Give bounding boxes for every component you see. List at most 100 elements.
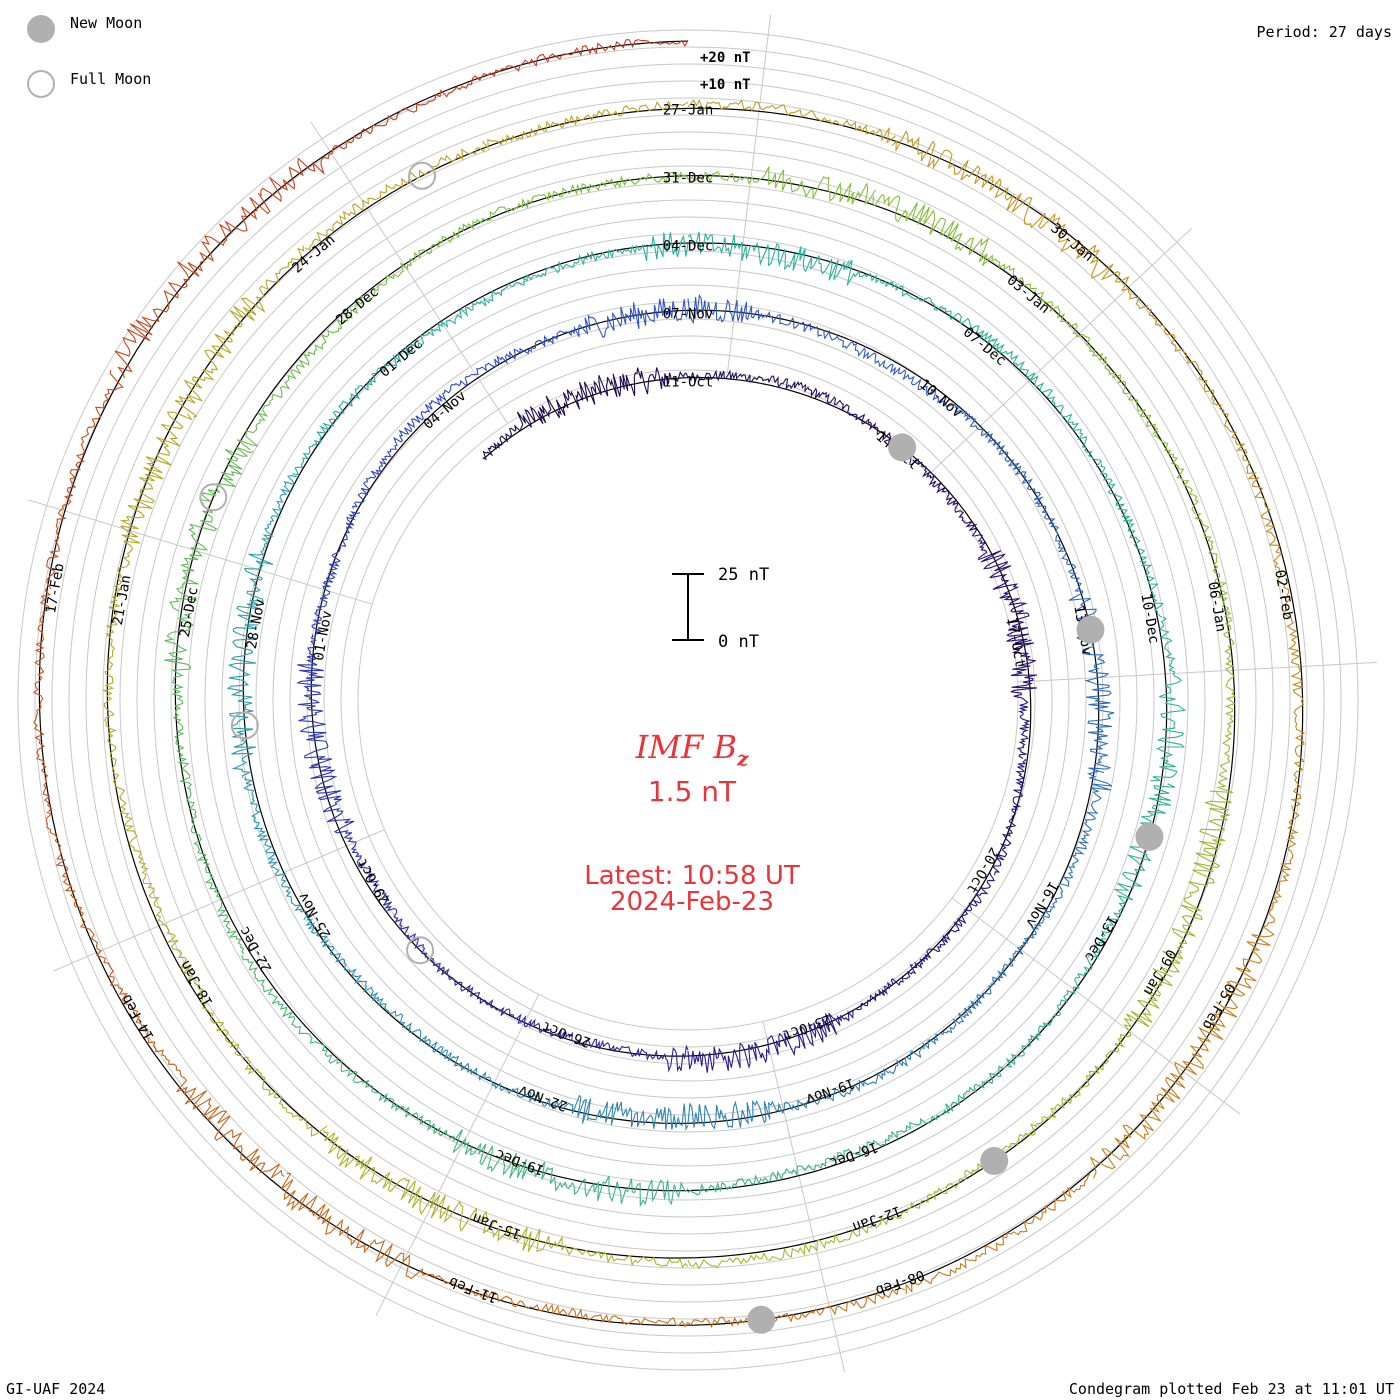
bz-trace-segment	[823, 329, 946, 404]
bz-trace-segment	[1089, 1001, 1238, 1179]
date-tick-label: 02-Feb	[1271, 569, 1296, 622]
date-tick-label: 09-Jan	[1140, 946, 1179, 998]
grid-ring	[221, 233, 1155, 1167]
bz-trace-segment	[260, 85, 463, 203]
period-label: Period: 27 days	[1256, 23, 1392, 41]
grid-spoke	[310, 121, 509, 424]
full-moon-marker	[230, 711, 259, 740]
bz-trace-segment	[1010, 639, 1038, 759]
new-moon-marker	[1135, 822, 1164, 851]
bz-trace-segment	[998, 938, 1106, 1070]
ring-label-20nT: +20 nT	[700, 50, 751, 66]
bz-trace-segment	[974, 534, 1030, 644]
grid-spoke	[727, 14, 772, 373]
grid-ring	[68, 80, 1308, 1320]
bz-trace-segment	[687, 166, 876, 205]
new-moon-marker	[888, 433, 917, 462]
date-tick-label: 08-Feb	[873, 1266, 926, 1298]
bz-trace-segment	[991, 337, 1103, 467]
bz-trace-segment	[311, 510, 361, 636]
bz-trace-segment	[1041, 968, 1173, 1120]
bz-trace-segment	[462, 39, 689, 89]
date-tick-label: 24-Jan	[289, 232, 338, 277]
center-disk	[388, 410, 988, 1010]
date-tick-label: 17-Oct	[1003, 616, 1028, 669]
grid-ring	[136, 148, 1240, 1252]
bz-trace-segment	[354, 206, 510, 308]
full-moon-marker	[406, 936, 435, 965]
bz-trace-segment	[243, 777, 309, 920]
new-moon-legend-icon	[27, 15, 55, 43]
latest-time: Latest: 10:58 UT	[584, 861, 800, 891]
grid-ring	[255, 267, 1121, 1133]
new-moon-legend-label: New Moon	[70, 14, 143, 32]
scale-bar-top-label: 25 nT	[718, 565, 769, 585]
grid-spoke	[928, 227, 1192, 475]
date-tick-label: 01-Dec	[377, 336, 426, 381]
date-tick-label: 22-Nov	[517, 1082, 570, 1114]
bz-trace-segment	[164, 612, 194, 788]
date-tick-label: 11-Feb	[447, 1273, 500, 1305]
bz-trace-segment	[470, 1289, 689, 1328]
parameter-title-subscript: z	[736, 746, 749, 771]
date-tick-label: 01-Nov	[311, 609, 336, 662]
grid-ring	[102, 114, 1274, 1286]
bz-trace-segment	[554, 298, 689, 340]
parameter-title: IMF Bz	[0, 728, 1384, 770]
date-tick-label: 04-Nov	[421, 388, 470, 433]
bz-trace-segment	[482, 100, 689, 150]
bz-trace-segment	[102, 599, 126, 800]
parameter-title-main: IMF B	[635, 728, 737, 766]
date-tick-label: 12-Jan	[850, 1202, 903, 1234]
bz-trace-segment	[241, 954, 364, 1084]
bz-trace-segment	[482, 389, 581, 461]
bz-trace-segment	[687, 231, 851, 281]
bz-trace-segment	[235, 475, 299, 624]
bz-trace-segment	[1075, 629, 1115, 774]
bz-trace-segment	[174, 245, 305, 418]
date-tick-label: 07-Nov	[663, 306, 714, 322]
bz-trace-segment	[1212, 398, 1290, 596]
bz-trace-segment	[540, 1094, 689, 1131]
bz-trace-segment	[452, 977, 565, 1040]
footer-credit: GI-UAF 2024	[6, 1380, 106, 1398]
grid-ring	[51, 63, 1325, 1337]
full-moon-marker	[199, 483, 228, 512]
grid-spoke	[27, 499, 373, 605]
bz-trace-segment	[304, 147, 486, 251]
bz-trace-segment	[352, 399, 437, 509]
bz-trace-segment	[1150, 616, 1187, 782]
bz-trace-segment	[1075, 240, 1215, 401]
bz-trace-segment	[958, 908, 1054, 1023]
bz-trace-segment	[280, 1172, 470, 1295]
bz-trace-segment	[169, 446, 254, 612]
bz-trace-segment	[1049, 771, 1113, 908]
bz-trace-segment	[905, 1173, 1091, 1294]
bz-trace-segment	[193, 982, 328, 1137]
ring-label-10nT: +10 nT	[700, 77, 751, 93]
bz-trace-segment	[114, 192, 271, 379]
bz-trace-segment	[687, 1148, 855, 1196]
bz-trace-segment	[576, 367, 689, 405]
bz-trace-segment	[111, 411, 193, 601]
bz-trace-segment	[832, 1018, 961, 1098]
bz-trace-segment	[135, 1015, 285, 1179]
bz-trace-segment	[492, 1225, 689, 1269]
bz-trace-segment	[807, 964, 917, 1043]
new-moon-marker	[747, 1305, 776, 1334]
bz-trace-segment	[45, 811, 139, 1016]
date-tick-label: 16-Dec	[827, 1138, 880, 1170]
current-value: 1.5 nT	[647, 775, 737, 808]
bz-trace-segment	[309, 763, 376, 881]
date-tick-label: 13-Dec	[1081, 912, 1120, 964]
bz-trace-segment	[1224, 805, 1300, 1010]
bz-trace-segment	[305, 914, 413, 1030]
new-moon-marker	[980, 1146, 1009, 1175]
bz-trace-segment	[435, 334, 555, 407]
bz-trace-segment	[939, 400, 1044, 501]
bz-trace-segment	[369, 880, 452, 980]
bz-trace-segment	[507, 171, 689, 212]
date-tick-label: 25-Dec	[177, 586, 202, 639]
bz-trace-segment	[891, 130, 1078, 253]
grid-ring	[153, 165, 1223, 1235]
